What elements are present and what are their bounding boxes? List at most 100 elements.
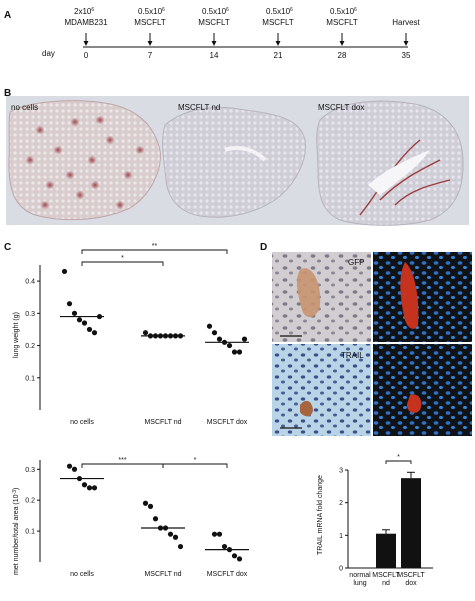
significance-bracket bbox=[162, 463, 228, 468]
data-point bbox=[231, 553, 238, 559]
timeline-arrowhead bbox=[211, 41, 217, 46]
timeline-arrowhead bbox=[275, 41, 281, 46]
x-tick-label: MSCFLT dox bbox=[207, 419, 248, 426]
panel-letter-c: C bbox=[4, 242, 11, 253]
metastasis-spot bbox=[53, 145, 63, 155]
trail-ihc-image bbox=[272, 344, 371, 436]
metastasis-spots bbox=[25, 115, 145, 210]
metastasis-spot bbox=[90, 180, 100, 190]
data-point bbox=[142, 330, 149, 336]
lung-weight-chart: lung weight (g) 0.4 0.3 0.2 0.1 no cells MSCF… bbox=[13, 243, 249, 426]
lung-section-mscflt-nd bbox=[162, 106, 306, 218]
trail-fluorescent-signal bbox=[406, 394, 422, 413]
timeline-arrowhead bbox=[403, 41, 409, 46]
timeline-dose-base: 0.5x10 bbox=[330, 7, 355, 16]
significance-label: * bbox=[194, 457, 197, 464]
panel-letter-a: A bbox=[4, 10, 11, 21]
data-point bbox=[91, 330, 98, 336]
timeline-dose-exp: 6 bbox=[354, 7, 357, 13]
timeline-dose: 0.5x106 bbox=[202, 7, 229, 16]
timeline-dose: 0.5x106 bbox=[138, 7, 165, 16]
data-point bbox=[86, 485, 93, 491]
metastasis-spot bbox=[45, 180, 55, 190]
x-tick-label: lung bbox=[353, 580, 366, 587]
lung-section-mscflt-dox bbox=[316, 100, 464, 226]
timeline-dose-base: 2x10 bbox=[74, 7, 92, 16]
metastasis-spot bbox=[75, 190, 85, 200]
trail-stained-region bbox=[300, 400, 313, 417]
y-tick-label: 0.1 bbox=[25, 529, 35, 536]
timeline-day: 0 bbox=[84, 51, 89, 60]
timeline-dose-base: 0.5x10 bbox=[202, 7, 227, 16]
timeline-day-prefix: day bbox=[42, 49, 55, 58]
y-tick-label: 0.2 bbox=[25, 498, 35, 505]
airway bbox=[224, 146, 267, 162]
met-number-ylabel: met number/total area (10-3) bbox=[12, 488, 20, 575]
timeline-arrowhead bbox=[339, 41, 345, 46]
significance-bracket bbox=[81, 261, 164, 266]
significance-bracket bbox=[81, 463, 164, 468]
timeline-events: 02x106MDAMB23170.5x106MSCFLT140.5x106MSC… bbox=[64, 7, 420, 60]
y-tick-label: 0.3 bbox=[25, 311, 35, 318]
data-point bbox=[61, 268, 68, 275]
histology-label-mscflt-dox: MSCFLT dox bbox=[318, 103, 364, 112]
timeline-dose-exp: 6 bbox=[226, 7, 229, 13]
y-tick-label: 2 bbox=[339, 500, 343, 507]
data-point bbox=[236, 349, 243, 355]
data-point bbox=[142, 500, 149, 506]
lung-section-no-cells bbox=[8, 100, 161, 221]
metastasis-spot bbox=[25, 155, 35, 165]
metastasis-spot bbox=[40, 200, 50, 210]
data-point bbox=[221, 543, 228, 550]
timeline-dose: 2x106 bbox=[74, 7, 94, 16]
timeline-day: 14 bbox=[210, 51, 219, 60]
data-point bbox=[241, 336, 248, 342]
microscopy-label-gfp: GFP bbox=[348, 258, 364, 267]
timeline-dose: 0.5x106 bbox=[330, 7, 357, 16]
y-tick-label: 3 bbox=[339, 468, 343, 475]
timeline-dose-base: 0.5x10 bbox=[138, 7, 163, 16]
histology-label-no-cells: no cells bbox=[11, 103, 38, 112]
timeline-arrowhead bbox=[83, 41, 89, 46]
x-tick-label: MSCFLT bbox=[397, 572, 425, 579]
data-point bbox=[172, 534, 179, 540]
significance-label: ** bbox=[152, 243, 158, 250]
significance-bracket bbox=[81, 249, 228, 254]
airway bbox=[368, 150, 430, 195]
data-point bbox=[226, 342, 233, 349]
data-point bbox=[66, 301, 73, 307]
timeline-cell-type: MSCFLT bbox=[326, 18, 358, 27]
timeline-dose-exp: 6 bbox=[91, 7, 94, 13]
panel-letter-b: B bbox=[4, 88, 11, 99]
timeline-dose-exp: 6 bbox=[162, 7, 165, 13]
data-point bbox=[206, 323, 213, 329]
x-tick-label: dox bbox=[405, 580, 417, 587]
metastasis-spot bbox=[95, 115, 105, 125]
timeline-day: 21 bbox=[274, 51, 283, 60]
timeline-cell-type: MSCFLT bbox=[262, 18, 294, 27]
data-point bbox=[66, 463, 73, 469]
gfp-fluorescent-signal bbox=[400, 262, 419, 329]
timeline-day: 35 bbox=[402, 51, 411, 60]
data-point bbox=[231, 349, 238, 355]
gfp-fluorescence-image bbox=[373, 252, 472, 342]
histology-panel: no cells MSCFLT nd MSCFLT dox bbox=[6, 96, 469, 226]
metastasis-spot bbox=[70, 117, 80, 127]
data-point bbox=[147, 503, 154, 509]
data-point bbox=[76, 317, 83, 323]
panel-letter-d: D bbox=[260, 242, 267, 253]
timeline-dose-exp: 6 bbox=[290, 7, 293, 13]
data-point bbox=[152, 516, 159, 522]
bar bbox=[376, 533, 396, 568]
x-tick-label: MSCFLT dox bbox=[207, 571, 248, 578]
data-point bbox=[236, 556, 243, 562]
x-tick-label: nd bbox=[382, 580, 390, 587]
timeline: day 02x106MDAMB23170.5x106MSCFLT140.5x10… bbox=[42, 7, 421, 60]
significance-bracket bbox=[385, 460, 412, 464]
data-point bbox=[177, 543, 184, 550]
metastasis-spot bbox=[105, 135, 115, 145]
data-point bbox=[86, 326, 93, 333]
